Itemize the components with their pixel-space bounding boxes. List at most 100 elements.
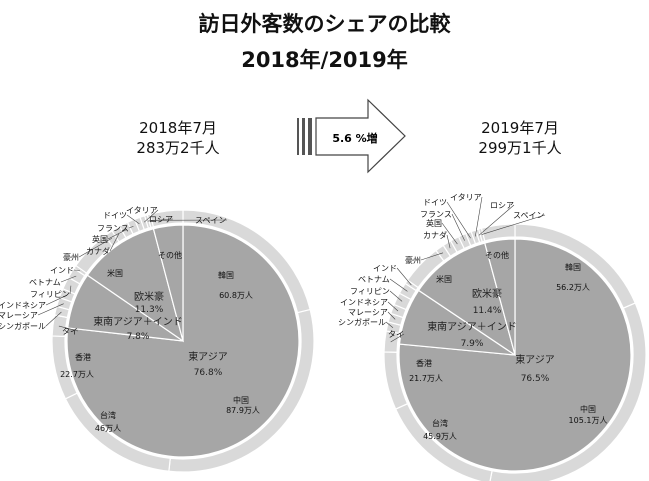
outer-name-label-0: 韓国 bbox=[565, 262, 581, 272]
growth-arrow: 5.6 %増 bbox=[297, 98, 406, 174]
leader-line-13 bbox=[446, 234, 451, 249]
inner-value-label-2: 11.4% bbox=[473, 306, 502, 316]
inner-value-label-0: 76.8% bbox=[194, 368, 223, 378]
outer-name-label-17: イタリア bbox=[450, 193, 482, 202]
outer-name-label-10: インド bbox=[50, 266, 74, 275]
outer-name-label-11: 米国 bbox=[436, 274, 452, 284]
leader-line-15 bbox=[128, 225, 134, 229]
caption-2018: 2018年7月 283万2千人 bbox=[108, 118, 248, 158]
page-title: 訪日外客数のシェアの比較 bbox=[198, 12, 451, 36]
outer-name-label-11: 米国 bbox=[107, 268, 123, 278]
inner-value-label-1: 7.9% bbox=[461, 339, 484, 349]
outer-value-label-0: 60.8万人 bbox=[219, 291, 253, 300]
leader-line-5 bbox=[385, 321, 394, 328]
leader-line-19 bbox=[481, 214, 546, 235]
arrow-shape bbox=[315, 98, 406, 174]
leader-line-17 bbox=[475, 196, 483, 237]
outer-value-label-1: 105.1万人 bbox=[569, 416, 608, 425]
inner-value-label-2: 11.3% bbox=[135, 305, 164, 315]
outer-name-label-2: 台湾 bbox=[100, 410, 116, 420]
inner-slice-3 bbox=[152, 224, 184, 342]
outer-value-label-0: 56.2万人 bbox=[556, 283, 590, 292]
leader-line-6 bbox=[387, 311, 396, 320]
outer-name-label-6: マレーシア bbox=[348, 308, 388, 317]
outer-name-label-18: ロシア bbox=[149, 215, 173, 224]
leader-line-17 bbox=[143, 209, 159, 223]
outer-value-label-1: 87.9万人 bbox=[226, 406, 260, 415]
leader-line-12 bbox=[420, 252, 444, 261]
outer-value-label-2: 45.9万人 bbox=[423, 432, 457, 441]
outer-name-label-15: フランス bbox=[420, 210, 452, 219]
leader-line-12 bbox=[78, 237, 113, 258]
inner-slice-3 bbox=[484, 238, 516, 356]
outer-name-label-1: 中国 bbox=[580, 404, 596, 414]
inner-name-label-2: 欧米豪 bbox=[134, 290, 164, 303]
period-label-2019: 2019年7月 bbox=[481, 119, 559, 137]
outer-name-label-7: インドネシア bbox=[0, 301, 46, 310]
leader-line-15 bbox=[451, 213, 465, 241]
outer-name-label-14: 英国 bbox=[426, 218, 442, 228]
arrow-label: 5.6 %増 bbox=[332, 131, 377, 145]
period-label-2018: 2018年7月 bbox=[139, 119, 217, 137]
leader-line-5 bbox=[45, 311, 62, 327]
outer-name-label-16: ドイツ bbox=[103, 211, 127, 220]
outer-name-label-20: その他 bbox=[158, 250, 182, 260]
outer-name-label-13: カナダ bbox=[86, 246, 110, 256]
outer-name-label-1: 中国 bbox=[233, 395, 249, 405]
inner-name-label-0: 東アジア bbox=[188, 350, 228, 363]
arrow-stripe-3 bbox=[308, 118, 312, 155]
leader-line-16 bbox=[446, 201, 471, 239]
outer-name-label-3: 香港 bbox=[75, 352, 91, 362]
arrow-stripe-1 bbox=[297, 118, 299, 155]
outer-name-label-12: 豪州 bbox=[405, 255, 421, 265]
inner-name-label-1: 東南アジア＋インド bbox=[93, 315, 183, 328]
leader-line-7 bbox=[45, 295, 67, 306]
leader-line-4 bbox=[390, 333, 405, 343]
outer-name-label-9: ベトナム bbox=[29, 278, 61, 287]
inner-value-label-0: 76.5% bbox=[521, 374, 550, 384]
inner-slice-2 bbox=[86, 228, 184, 343]
outer-name-label-15: フランス bbox=[97, 224, 129, 233]
caption-2019: 2019年7月 299万1千人 bbox=[450, 118, 590, 158]
leader-line-14 bbox=[107, 229, 127, 240]
inner-name-label-1: 東南アジア＋インド bbox=[427, 320, 517, 333]
leader-line-7 bbox=[387, 301, 399, 312]
leader-line-10 bbox=[396, 267, 412, 286]
outer-value-label-3: 22.7万人 bbox=[60, 370, 94, 379]
outer-name-label-19: スペイン bbox=[195, 216, 226, 225]
leader-line-9 bbox=[389, 278, 408, 292]
inner-slice-2 bbox=[417, 242, 516, 357]
page-subtitle: 2018年/2019年 bbox=[241, 48, 408, 72]
outer-name-label-13: カナダ bbox=[423, 230, 447, 240]
outer-value-label-2: 46万人 bbox=[95, 424, 121, 433]
inner-value-label-1: 7.8% bbox=[127, 332, 150, 342]
outer-slice-20 bbox=[149, 209, 184, 228]
arrow-stripe-2 bbox=[302, 118, 305, 155]
leader-line-13 bbox=[109, 233, 120, 252]
outer-name-label-5: シンガポール bbox=[0, 321, 46, 331]
outer-name-label-19: スペイン bbox=[513, 211, 544, 220]
leader-line-16 bbox=[126, 214, 140, 225]
outer-name-label-0: 韓国 bbox=[218, 270, 234, 280]
outer-name-label-2: 台湾 bbox=[432, 418, 448, 428]
leader-line-18 bbox=[478, 204, 515, 236]
leader-line-8 bbox=[389, 290, 403, 302]
outer-name-label-8: フィリピン bbox=[350, 287, 390, 296]
inner-name-label-0: 東アジア bbox=[515, 353, 555, 366]
outer-name-label-9: ベトナム bbox=[358, 275, 390, 284]
outer-name-label-18: ロシア bbox=[490, 201, 514, 210]
outer-name-label-20: その他 bbox=[485, 250, 509, 260]
leader-line-9 bbox=[60, 275, 77, 283]
outer-name-label-4: タイ bbox=[388, 330, 404, 339]
inner-slice-0 bbox=[398, 238, 632, 472]
outer-name-label-14: 英国 bbox=[92, 234, 108, 244]
leader-line-6 bbox=[37, 303, 64, 316]
outer-name-label-16: ドイツ bbox=[423, 198, 447, 207]
outer-name-label-4: タイ bbox=[62, 327, 78, 336]
total-label-2018: 283万2千人 bbox=[136, 139, 220, 157]
leader-line-14 bbox=[441, 222, 458, 245]
